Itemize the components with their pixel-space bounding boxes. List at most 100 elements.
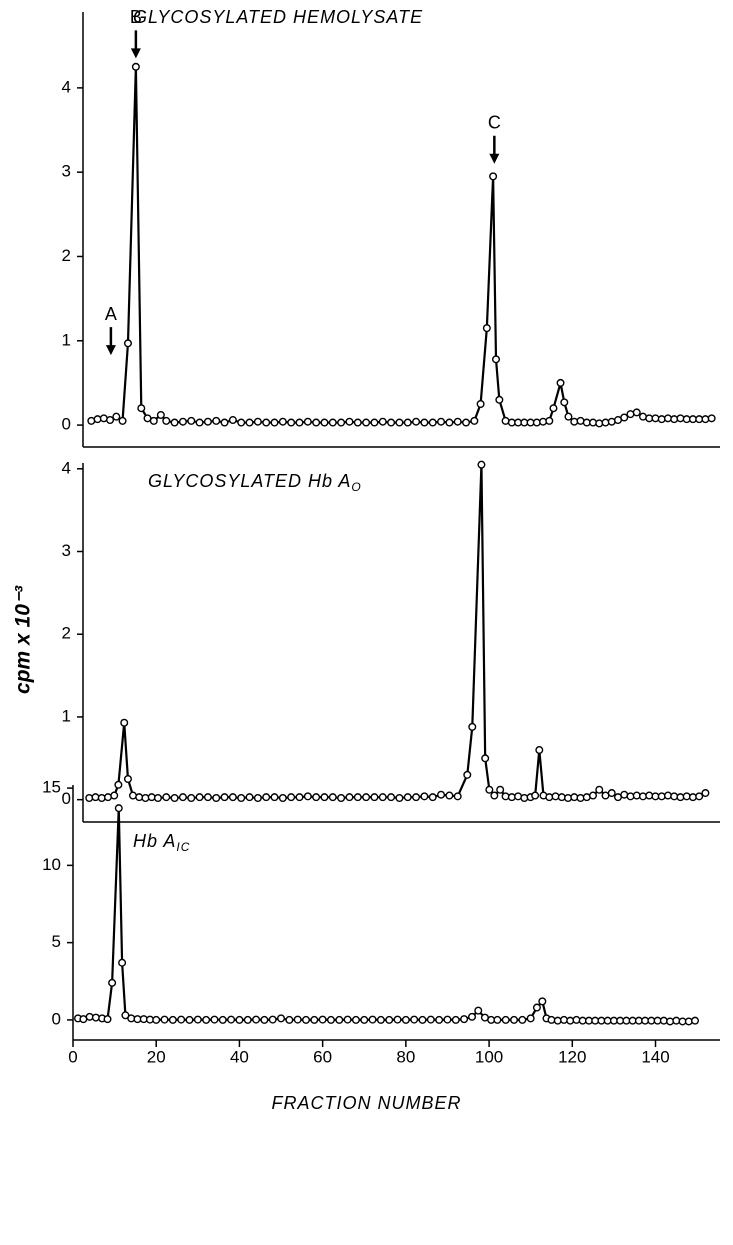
data-point [337,418,346,427]
data-point [507,793,516,802]
y-tick-label: 1 [62,330,71,349]
data-point [123,774,132,783]
data-point [362,793,371,802]
data-point [474,1006,483,1015]
data-point [360,1015,369,1024]
data-point [278,794,287,803]
y-tick-label: 4 [62,458,71,477]
data-point [93,415,102,424]
data-point [462,418,471,427]
data-point [302,1015,311,1024]
data-line [89,464,706,800]
data-point [632,408,641,417]
data-point [589,791,598,800]
data-point [268,1015,277,1024]
data-point [245,793,254,802]
data-point [253,794,262,803]
x-tick-label: 60 [313,1047,332,1066]
data-point [435,1015,444,1024]
data-point [378,793,387,802]
data-point [510,1015,519,1024]
data-point [460,1015,469,1024]
data-point [676,793,685,802]
panel-title: Hb AIC [133,831,190,854]
data-point [495,395,504,404]
data-point [170,794,179,803]
data-point [437,790,446,799]
data-point [318,1015,327,1024]
data-point [445,418,454,427]
data-point [395,418,404,427]
data-point [626,792,635,801]
data-point [85,794,94,803]
data-point [345,793,354,802]
data-point [335,1015,344,1024]
data-point [501,792,510,801]
y-tick-label: 10 [42,855,61,874]
panel-title: GLYCOSYLATED Hb AO [148,471,362,494]
data-point [114,804,123,813]
x-tick-label: 100 [475,1047,503,1066]
data-point [695,792,704,801]
data-point [295,793,304,802]
data-point [353,793,362,802]
data-point [545,793,554,802]
data-point [218,1015,227,1024]
data-point [576,794,585,803]
data-point [137,404,146,413]
data-point [492,355,501,364]
data-point [481,754,490,763]
data-point [108,978,117,987]
data-point [303,417,312,426]
data-point [370,793,379,802]
data-point [149,416,158,425]
data-point [535,746,544,755]
y-tick-label: 0 [62,789,71,808]
data-point [212,416,221,425]
y-tick-label: 0 [52,1009,61,1028]
data-point [493,1015,502,1024]
data-point [477,460,486,469]
data-point [701,789,710,798]
data-point [243,1015,252,1024]
data-point [277,1014,286,1023]
data-point [376,1015,385,1024]
data-point [663,414,672,423]
data-point [657,792,666,801]
title-text: GLYCOSYLATED Hb A [148,471,351,491]
data-point [393,1015,402,1024]
data-point [91,793,100,802]
x-tick-label: 140 [641,1047,669,1066]
data-point [638,792,647,801]
data-point [589,418,598,427]
x-tick-label: 120 [558,1047,586,1066]
data-point [564,412,573,421]
data-point [228,793,237,802]
data-point [160,1015,169,1024]
data-point [262,418,271,427]
data-point [659,1016,668,1025]
data-point [412,793,421,802]
data-point [368,1015,377,1024]
data-point [532,1003,541,1012]
title-text: GLYCOSYLATED HEMOLYSATE [133,7,423,27]
data-point [362,418,371,427]
data-point [153,794,162,803]
data-point [572,1015,581,1024]
data-point [351,1015,360,1024]
data-point [663,791,672,800]
data-point [278,417,287,426]
data-point [287,793,296,802]
data-point [114,780,123,789]
data-point [131,62,140,71]
data-point [538,997,547,1006]
data-point [557,793,566,802]
data-point [501,1015,510,1024]
data-point [672,1016,681,1025]
y-tick-label: 3 [62,541,71,560]
data-point [187,794,196,803]
data-point [312,793,321,802]
y-tick-label: 4 [62,77,71,96]
data-point [203,793,212,802]
data-point [670,415,679,424]
